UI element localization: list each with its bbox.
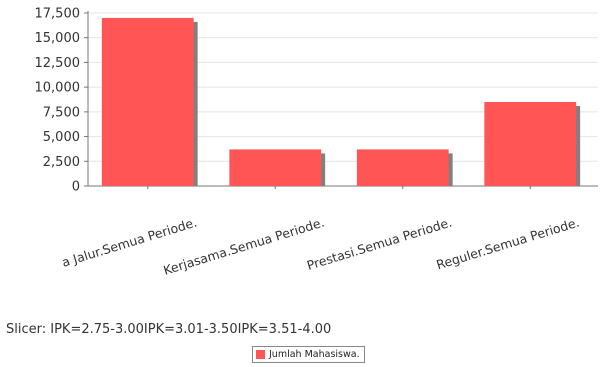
legend-label: Jumlah Mahasiswa. bbox=[269, 349, 360, 360]
y-tick-label: 7,500 bbox=[43, 105, 80, 120]
x-tick-label: Reguler.Semua Periode. bbox=[434, 215, 581, 273]
y-tick-label: 12,500 bbox=[35, 56, 81, 71]
bar bbox=[229, 149, 322, 186]
bar bbox=[484, 101, 577, 186]
y-tick-label: 2,500 bbox=[43, 155, 80, 170]
y-tick-label: 0 bbox=[72, 180, 80, 195]
chart-legend: Jumlah Mahasiswa. bbox=[252, 346, 365, 363]
legend-swatch bbox=[256, 350, 265, 359]
y-tick-label: 17,500 bbox=[35, 7, 81, 22]
y-tick-label: 15,000 bbox=[35, 31, 81, 46]
bar-chart: 0 2,500 5,000 7,500 10,000 12,500 15,000 17,500… bbox=[35, 7, 598, 278]
slicer-text: Slicer: IPK=2.75-3.00IPK=3.01-3.50IPK=3.… bbox=[6, 322, 332, 337]
x-tick-label: Prestasi.Semua Periode. bbox=[305, 215, 454, 273]
y-tick-label: 10,000 bbox=[35, 81, 81, 96]
bar bbox=[356, 149, 449, 186]
y-tick-label: 5,000 bbox=[43, 130, 80, 145]
bar bbox=[101, 17, 194, 187]
bars bbox=[101, 17, 581, 187]
